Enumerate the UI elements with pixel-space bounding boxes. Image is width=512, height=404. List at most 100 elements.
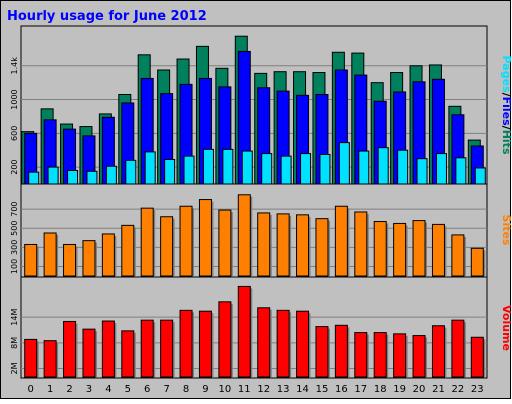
hits-label: Hits: [500, 130, 512, 155]
volume-bar: [198, 310, 212, 378]
sites-bar: [276, 213, 290, 277]
volume-panel-bars: [24, 285, 486, 378]
sites-bar: [257, 212, 271, 277]
x-tick-label: 11: [238, 384, 251, 395]
y-tick-label: 2M: [10, 362, 19, 374]
pages-bar: [261, 153, 273, 185]
x-tick-label: 14: [296, 384, 309, 395]
y-tick-label: 600: [10, 126, 19, 141]
pages-bar: [164, 159, 176, 185]
x-tick-label: 18: [374, 384, 387, 395]
sites-panel-bars: [24, 194, 486, 277]
volume-panel-gridlines: [21, 316, 487, 369]
volume-panel-y-ticks: 2M 8M 14M: [10, 309, 19, 375]
x-tick-label: 15: [316, 384, 329, 395]
y-tick-label: 1000: [10, 89, 19, 109]
pages-bar: [377, 147, 389, 185]
sites-bar: [393, 222, 407, 277]
volume-bar: [101, 320, 115, 378]
x-tick-label: 6: [144, 384, 150, 395]
volume-bar: [373, 332, 387, 378]
volume-panel-y-axis-label: Volume: [500, 305, 512, 351]
y-tick-label: 8M: [10, 337, 19, 349]
x-tick-label: 13: [277, 384, 290, 395]
sites-bar: [179, 205, 193, 277]
sites-bar: [296, 214, 310, 277]
label-separator: /: [500, 93, 512, 98]
pages-bar: [455, 157, 467, 185]
sites-panel-plot-area: [20, 183, 488, 278]
files-label: Files: [500, 97, 512, 127]
sites-bar: [43, 232, 57, 277]
sites-bar: [140, 207, 154, 277]
sites-bar: [334, 205, 348, 277]
pages-bar: [222, 148, 234, 185]
volume-bar: [179, 309, 193, 378]
sites-bar: [63, 243, 77, 277]
volume-bar: [393, 333, 407, 378]
hits-panel-y-axis-label: Pages/Files/Hits: [500, 55, 512, 154]
x-tick-label: 17: [354, 384, 367, 395]
pages-bar: [397, 149, 409, 185]
sites-bar: [315, 218, 329, 277]
x-tick-label: 23: [471, 384, 484, 395]
chart-title: Hourly usage for June 2012: [7, 9, 207, 24]
y-tick-label: 100: [10, 259, 19, 274]
hits-panel-plot-area: [20, 25, 488, 185]
volume-bar: [43, 340, 57, 378]
pages-bar: [144, 151, 156, 185]
volume-bar: [160, 319, 174, 378]
y-tick-label: 200: [10, 159, 19, 174]
sites-bar: [373, 221, 387, 277]
sites-bar: [412, 220, 426, 277]
x-tick-label: 10: [219, 384, 232, 395]
sites-bar: [101, 233, 115, 277]
x-tick-label: 0: [28, 384, 34, 395]
pages-bar: [300, 153, 312, 185]
label-separator: /: [500, 126, 512, 131]
sites-bar: [237, 194, 251, 277]
y-tick-label: 500: [10, 221, 19, 236]
volume-bar: [334, 324, 348, 378]
volume-panel-plot-area: [20, 276, 488, 379]
x-tick-label: 1: [47, 384, 53, 395]
pages-bar: [67, 169, 79, 185]
x-tick-label: 8: [183, 384, 189, 395]
y-tick-label: 14M: [10, 309, 19, 326]
volume-bar: [82, 328, 96, 378]
x-tick-label: 9: [202, 384, 208, 395]
sites-bar: [354, 211, 368, 277]
pages-bar: [86, 170, 98, 185]
volume-bar: [412, 335, 426, 378]
volume-bar: [237, 285, 251, 378]
volume-bar: [276, 309, 290, 378]
y-tick-label: 700: [10, 201, 19, 216]
x-tick-label: 3: [86, 384, 92, 395]
x-tick-label: 19: [393, 384, 406, 395]
volume-bar: [121, 330, 135, 378]
pages-bar: [319, 153, 331, 185]
x-tick-label: 22: [452, 384, 465, 395]
sites-bar: [160, 216, 174, 277]
volume-bar: [63, 320, 77, 378]
pages-bar: [105, 165, 117, 185]
pages-bar: [28, 171, 40, 185]
x-tick-label: 7: [163, 384, 169, 395]
sites-bar: [218, 209, 232, 277]
hits-panel-y-ticks: 200 600 1000 1.4k: [10, 57, 19, 175]
sites-bar: [24, 243, 38, 277]
pages-bar: [183, 155, 195, 185]
hits-panel-gridlines: [21, 65, 487, 168]
sites-panel-gridlines: [21, 208, 487, 267]
sites-panel: 100 300 500 700 Sites: [10, 183, 512, 278]
pages-bar: [416, 158, 428, 185]
sites-bar: [82, 240, 96, 277]
pages-bar: [47, 166, 59, 185]
y-tick-label: 1.4k: [10, 57, 19, 75]
volume-bar: [296, 310, 310, 378]
volume-bar: [218, 301, 232, 378]
volume-bar: [315, 326, 329, 378]
pages-label: Pages: [500, 55, 512, 93]
